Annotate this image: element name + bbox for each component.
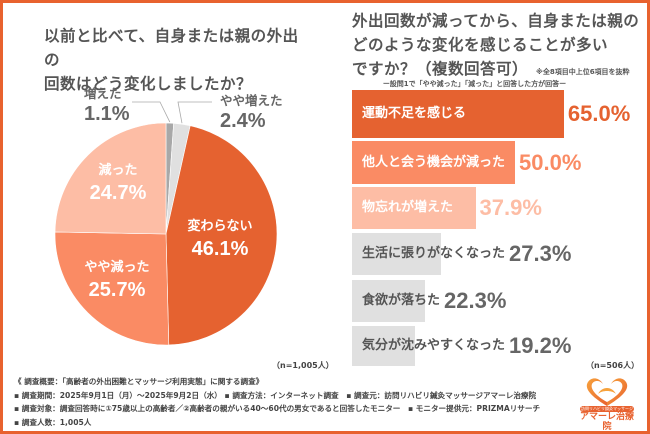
pie-outer-label-slightly-increased: やや増えた 2.4% (220, 93, 283, 133)
pie-leader-line (132, 101, 171, 123)
pie-label-name: 増えた (84, 86, 122, 101)
pie-label-slightly-decreased: やや減った 25.7% (72, 259, 162, 303)
pie-label-name: やや減った (84, 260, 150, 275)
pie-chart-title: 以前と比べて、自身または親の外出の 回数はどう変化しましたか？ (44, 24, 314, 96)
bar-category-label: 生活に張りがなくなった (362, 246, 506, 261)
pie-label-name: 減った (98, 163, 138, 178)
heart-logo-icon (586, 378, 628, 406)
pie-label-name: やや増えた (220, 93, 283, 108)
footer-line-count: ▪ 調査人数：1,005人 (14, 417, 92, 427)
bar (352, 187, 476, 229)
pie-label-value: 24.7% (89, 182, 147, 204)
bar-value-label: 19.2% (509, 333, 572, 358)
pie-label-decreased: 減った 24.7% (78, 162, 158, 206)
bar-category-label: 気分が沈みやすくなった (362, 338, 506, 353)
logo-name: アマーレ治療院 (579, 412, 634, 432)
footer-line-summary: 《 調査概要：「高齢者の外出困難とマッサージ利用実態」に関する調査》 (14, 377, 264, 386)
survey-footer: 《 調査概要：「高齢者の外出困難とマッサージ利用実態」に関する調査》 ▪ 調査期… (14, 375, 540, 429)
bar (352, 326, 415, 366)
pie-title-line-1: 以前と比べて、自身または親の外出の (44, 27, 299, 69)
pie-label-value: 2.4% (220, 110, 266, 132)
bar-value-label: 22.3% (444, 288, 507, 313)
pie-slice-slightly-decreased (54, 231, 170, 346)
pie-label-unchanged: 変わらない 46.1% (180, 218, 260, 262)
bar (352, 280, 425, 322)
footer-line-target: ▪ 調査対象：調査回答時に①75歳以上の高齢者／②高齢者の親がいる40～60代の… (14, 404, 541, 413)
bar-value-label: 65.0% (567, 101, 631, 126)
bar-category-label: 物忘れが増えた (362, 200, 454, 215)
pie-outer-label-increased: 増えた 1.1% (84, 86, 130, 126)
amare-clinic-logo: 訪問リハビリ鍼灸マッサージ アマーレ治療院 (578, 374, 636, 432)
bar (352, 233, 441, 275)
bar-category-label: 食欲が落ちた (362, 293, 441, 308)
bar-chart-title: 外出回数が減ってから、自身または親の どのような変化を感じることが多い ですか？… (352, 9, 642, 84)
footer-line-period: ▪ 調査期間：2025年9月1日（月）～2025年9月2日（水） ▪ 調査方法：… (14, 390, 537, 400)
bar-chart-subtitle: ー設問1で「やや減った」「減った」と回答した方が回答ー (382, 80, 567, 88)
pie-label-value: 1.1% (84, 103, 130, 125)
pie-title-line-2: 回数はどう変化しましたか？ (44, 75, 253, 93)
bar-sample-size: （n=506人） (586, 361, 640, 370)
bar-title-line-3: ですか？（複数回答可） ※全8項目中上位6項目を抜粋 (352, 57, 642, 84)
bar-category-label: 他人と会う機会が減った (362, 155, 506, 170)
pie-slice-decreased (54, 122, 167, 235)
bar (352, 90, 564, 138)
pie-label-value: 25.7% (88, 279, 146, 301)
bar-title-line-3-text: ですか？（複数回答可） (352, 60, 529, 78)
logo-subtitle: 訪問リハビリ鍼灸マッサージ (580, 406, 634, 412)
bar-value-label: 27.3% (509, 241, 572, 266)
bar-title-note: ※全8項目中上位6項目を抜粋 (536, 68, 630, 76)
pie-leader-line (177, 101, 212, 124)
pie-slice-unchanged (165, 125, 278, 346)
bar-title-line-2: どのような変化を感じることが多い (352, 36, 609, 54)
pie-label-value: 46.1% (191, 238, 249, 260)
pie-sample-size: （n=1,005人） (272, 361, 334, 370)
pie-label-name: 変わらない (187, 219, 253, 234)
bar-value-label: 50.0% (519, 150, 582, 175)
bar-category-label: 運動不足を感じる (362, 106, 467, 121)
bar-title-line-1: 外出回数が減ってから、自身または親の (352, 12, 640, 30)
bar (352, 141, 515, 184)
bar-value-label: 37.9% (479, 195, 542, 220)
